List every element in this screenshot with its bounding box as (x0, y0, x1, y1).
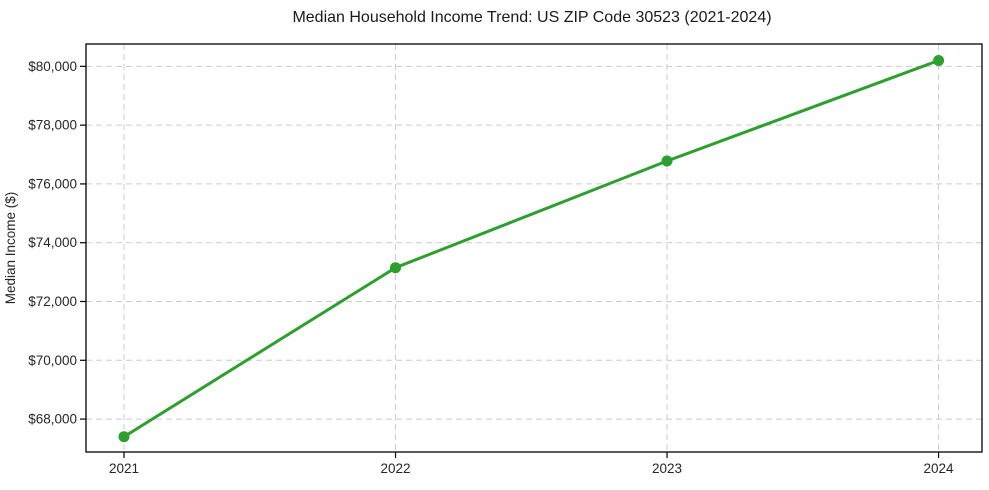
x-axis-tick-labels: 2021 2022 2023 2024 (109, 461, 954, 476)
income-trend-line (122, 59, 941, 439)
y-tick-label: $68,000 (28, 412, 77, 427)
horizontal-gridlines (86, 65, 982, 420)
axis-tick-marks (80, 65, 940, 458)
y-tick-label: $72,000 (28, 294, 77, 309)
y-tick-label: $78,000 (28, 118, 77, 133)
x-tick-label: 2024 (924, 461, 955, 476)
y-tick-label: $80,000 (28, 59, 77, 74)
y-tick-label: $74,000 (28, 235, 77, 250)
data-point-marker (933, 55, 945, 66)
x-tick-label: 2021 (109, 461, 139, 476)
y-tick-label: $70,000 (28, 353, 77, 368)
data-point-markers (118, 55, 945, 443)
vertical-gridlines (123, 44, 940, 452)
data-point-marker (390, 262, 401, 274)
data-point-marker (118, 431, 130, 443)
y-axis-tick-labels: $68,000 $70,000 $72,000 $74,000 $76,000 $78,0… (28, 59, 77, 427)
data-point-marker (661, 155, 673, 167)
x-tick-label: 2023 (652, 461, 682, 476)
y-axis-label: Median Income ($) (3, 192, 18, 305)
y-tick-label: $76,000 (28, 176, 77, 191)
plot-area-border (85, 43, 983, 453)
chart-title: Median Household Income Trend: US ZIP Co… (292, 9, 771, 26)
x-tick-label: 2022 (381, 461, 411, 476)
